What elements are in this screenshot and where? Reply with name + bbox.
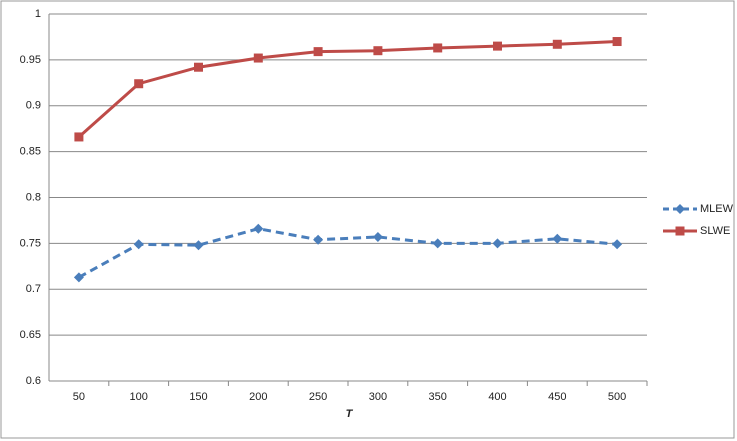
marker <box>253 223 264 234</box>
y-tick-label: 1 <box>35 8 41 20</box>
x-tick-label: 200 <box>249 391 267 403</box>
x-tick-label: 100 <box>130 391 148 403</box>
x-tick-label: 400 <box>488 391 506 403</box>
marker <box>194 62 203 72</box>
x-tick-label: 450 <box>548 391 566 403</box>
marker <box>313 47 323 57</box>
marker <box>313 234 324 245</box>
series-line <box>78 227 618 279</box>
marker <box>134 79 144 89</box>
y-tick-label: 0.95 <box>20 54 41 66</box>
marker <box>432 238 443 249</box>
marker <box>552 39 562 49</box>
x-tick-label: 150 <box>189 391 207 403</box>
y-tick-label: 0.9 <box>26 100 41 112</box>
legend-label: MLEW <box>700 203 734 215</box>
marker <box>612 239 623 250</box>
marker <box>253 53 263 63</box>
y-tick-label: 0.75 <box>20 237 41 249</box>
x-tick-label: 250 <box>309 391 327 403</box>
marker <box>675 204 685 214</box>
y-tick-label: 0.8 <box>26 191 41 203</box>
x-tick-label: 350 <box>429 391 447 403</box>
marker <box>493 41 502 51</box>
marker <box>133 239 144 250</box>
x-tick-label: 500 <box>608 391 626 403</box>
x-tick-label: 50 <box>73 391 85 403</box>
legend-label: SLWE <box>700 225 730 237</box>
marker <box>74 132 84 142</box>
x-tick-label: 300 <box>369 391 387 403</box>
marker <box>372 231 383 242</box>
y-tick-label: 0.7 <box>26 283 41 295</box>
y-tick-label: 0.85 <box>20 146 41 158</box>
marker <box>552 233 563 244</box>
marker <box>612 37 622 47</box>
series-line <box>77 40 618 139</box>
marker <box>675 226 685 236</box>
marker <box>373 46 383 56</box>
x-axis-label: T <box>346 408 354 420</box>
y-tick-label: 0.6 <box>26 375 41 387</box>
y-tick-label: 0.65 <box>20 329 41 341</box>
marker <box>433 43 443 53</box>
marker <box>193 240 204 251</box>
marker <box>492 238 503 249</box>
marker <box>73 272 84 283</box>
